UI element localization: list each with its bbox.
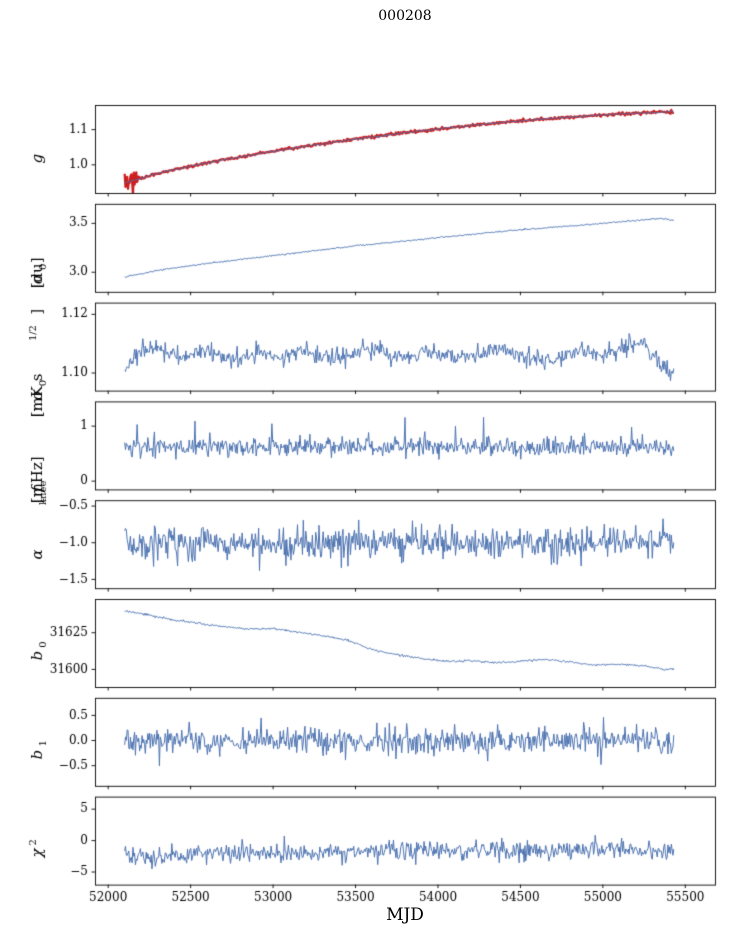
plot-title: 000208	[378, 8, 432, 24]
x-axis-label: MJD	[386, 905, 424, 925]
